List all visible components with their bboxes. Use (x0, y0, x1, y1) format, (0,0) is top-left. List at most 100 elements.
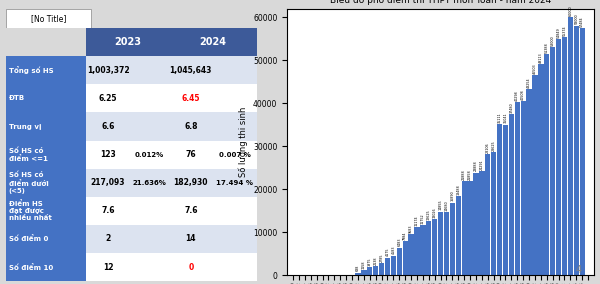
Bar (130, 141, 169, 169)
Text: 1,003,372: 1,003,372 (87, 66, 130, 75)
Text: 7.6: 7.6 (184, 206, 197, 215)
Text: 35111: 35111 (497, 112, 502, 123)
Bar (130, 197, 169, 225)
Text: 2024: 2024 (199, 37, 226, 47)
Bar (169, 197, 213, 225)
Text: 23888: 23888 (474, 161, 478, 171)
Bar (213, 56, 257, 84)
Bar (461, 181, 467, 275)
Text: 35041: 35041 (503, 113, 508, 123)
Bar (213, 197, 257, 225)
Bar (86, 56, 130, 84)
Bar (385, 258, 390, 275)
Text: 123: 123 (100, 150, 116, 159)
Text: 49113: 49113 (539, 52, 543, 63)
Text: 24291: 24291 (480, 159, 484, 170)
Bar (6, 197, 86, 225)
Text: 16890: 16890 (451, 191, 454, 201)
Bar (426, 221, 431, 275)
Text: 12625: 12625 (427, 209, 431, 220)
Bar (169, 84, 213, 112)
Bar (169, 28, 257, 56)
Text: 60000: 60000 (568, 5, 572, 16)
Text: 0: 0 (188, 262, 193, 272)
Text: 14680: 14680 (445, 200, 448, 211)
Text: 13026: 13026 (433, 208, 437, 218)
Bar (420, 225, 425, 275)
Bar (169, 225, 213, 253)
Bar (432, 220, 437, 275)
Text: 6.45: 6.45 (182, 94, 200, 103)
Text: 11174: 11174 (415, 216, 419, 226)
Text: 6.6: 6.6 (101, 122, 115, 131)
Text: Số điểm 10: Số điểm 10 (8, 264, 53, 271)
Bar (509, 114, 514, 275)
Bar (86, 197, 130, 225)
Text: 2023: 2023 (114, 37, 141, 47)
Text: 0.012%: 0.012% (135, 152, 164, 158)
Text: 54849: 54849 (557, 27, 560, 38)
Bar (367, 267, 373, 275)
Text: 638: 638 (356, 265, 360, 272)
Bar (556, 39, 561, 275)
Text: 11752: 11752 (421, 213, 425, 224)
Text: Trung vị: Trung vị (8, 124, 41, 130)
Text: 1158: 1158 (362, 261, 366, 269)
Text: 53000: 53000 (551, 35, 554, 46)
Text: 7.6: 7.6 (101, 206, 115, 215)
Bar (169, 112, 213, 141)
Bar (86, 112, 130, 141)
Bar (86, 84, 130, 112)
Bar (403, 241, 408, 275)
Bar (355, 273, 361, 275)
Text: 46503: 46503 (533, 63, 537, 74)
Bar (6, 225, 86, 253)
Text: 6.25: 6.25 (99, 94, 118, 103)
Bar (213, 169, 257, 197)
Bar (580, 28, 585, 275)
Text: 12: 12 (103, 262, 113, 272)
Bar (6, 28, 86, 56)
Bar (6, 141, 86, 169)
Bar (515, 102, 520, 275)
Bar (568, 17, 573, 275)
Bar (213, 225, 257, 253)
Text: 7984: 7984 (403, 231, 407, 240)
Text: 28625: 28625 (491, 140, 496, 151)
Bar (130, 84, 169, 112)
Bar (526, 89, 532, 275)
Text: 2785: 2785 (380, 254, 383, 262)
Text: 21858: 21858 (468, 170, 472, 180)
Bar (361, 270, 367, 275)
Bar (544, 54, 550, 275)
Bar (473, 173, 479, 275)
Text: 182,930: 182,930 (173, 178, 208, 187)
Bar (562, 37, 567, 275)
Bar (391, 256, 396, 275)
Text: 43254: 43254 (527, 77, 531, 88)
Bar (409, 234, 414, 275)
Text: 0.007 %: 0.007 % (219, 152, 251, 158)
Text: 14: 14 (185, 235, 196, 243)
Bar (169, 253, 213, 281)
Bar (130, 253, 169, 281)
Text: 17.494 %: 17.494 % (216, 180, 253, 186)
Text: 57484: 57484 (580, 16, 584, 27)
Text: 37480: 37480 (509, 102, 514, 113)
Text: 217,093: 217,093 (91, 178, 125, 187)
Text: 28106: 28106 (486, 143, 490, 153)
Text: 40508: 40508 (521, 89, 525, 100)
Bar (130, 169, 169, 197)
Bar (86, 141, 130, 169)
Bar (550, 47, 556, 275)
Text: 1,045,643: 1,045,643 (170, 66, 212, 75)
Bar (485, 154, 490, 275)
Text: 4175: 4175 (385, 248, 389, 256)
Text: 4: 4 (576, 266, 582, 275)
Text: 4583: 4583 (391, 246, 395, 254)
Bar (497, 124, 502, 275)
Bar (213, 253, 257, 281)
Bar (479, 171, 485, 275)
Bar (397, 248, 402, 275)
Text: Điểm HS
đạt được
nhiều nhất: Điểm HS đạt được nhiều nhất (8, 201, 52, 221)
